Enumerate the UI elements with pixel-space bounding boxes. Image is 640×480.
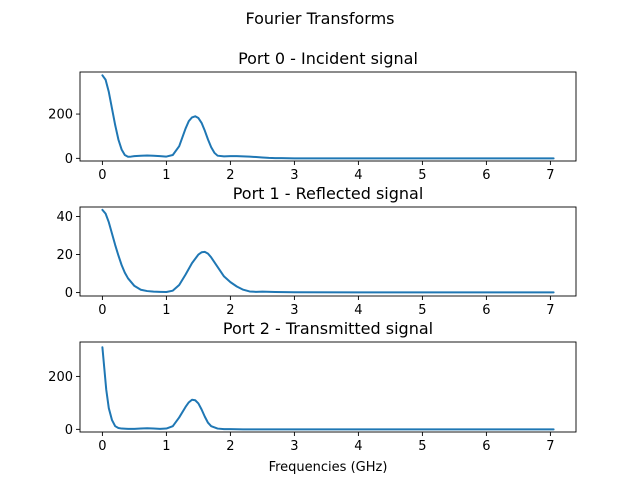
panel-port2: Port 2 - Transmitted signal 0 1 2 3 4 5 6 7 0 200: [48, 319, 577, 454]
y-tick-label: 200: [48, 108, 73, 123]
x-tick-label: 3: [290, 439, 298, 454]
plot-area-port2: [79, 341, 577, 433]
series-line-port2: [101, 346, 555, 431]
axis-ticks-port1: 0 1 2 3 4 5 6 7 0 20 40: [56, 210, 554, 318]
x-tick-label: 4: [354, 168, 362, 183]
x-tick-label: 5: [418, 168, 426, 183]
panel-port0: Port 0 - Incident signal 0 1 2 3 4 5 6 7 0 200: [48, 49, 577, 183]
x-tick-label: 7: [546, 439, 554, 454]
panel-title-port2: Port 2 - Transmitted signal: [223, 319, 433, 338]
x-tick-label: 3: [290, 168, 298, 183]
x-tick-label: 1: [162, 303, 170, 318]
x-tick-label: 0: [98, 303, 106, 318]
y-tick-label: 200: [48, 370, 73, 385]
series-line-port0: [101, 74, 555, 160]
y-tick-label: 20: [56, 248, 73, 263]
x-tick-label: 5: [418, 303, 426, 318]
x-tick-label: 5: [418, 439, 426, 454]
plot-area-port0: [79, 71, 577, 162]
x-tick-label: 6: [482, 439, 490, 454]
x-tick-label: 7: [546, 303, 554, 318]
y-tick-label: 0: [65, 152, 73, 167]
y-tick-label: 40: [56, 210, 73, 225]
x-tick-label: 0: [98, 168, 106, 183]
x-tick-label: 2: [226, 303, 234, 318]
x-tick-label: 2: [226, 439, 234, 454]
x-tick-label: 0: [98, 439, 106, 454]
x-tick-label: 4: [354, 439, 362, 454]
plot-area-port1: [79, 206, 577, 297]
y-tick-label: 0: [65, 423, 73, 438]
panel-port1: Port 1 - Reflected signal 0 1 2 3 4 5 6 7 0 20 40: [56, 184, 577, 318]
x-tick-label: 2: [226, 168, 234, 183]
axis-ticks-port0: 0 1 2 3 4 5 6 7 0 200: [48, 108, 554, 183]
x-tick-label: 4: [354, 303, 362, 318]
x-tick-label: 7: [546, 168, 554, 183]
x-tick-label: 6: [482, 303, 490, 318]
x-tick-label: 1: [162, 168, 170, 183]
x-tick-label: 6: [482, 168, 490, 183]
x-tick-label: 3: [290, 303, 298, 318]
panel-title-port0: Port 0 - Incident signal: [238, 49, 418, 68]
series-line-port1: [101, 208, 555, 294]
x-tick-label: 1: [162, 439, 170, 454]
x-axis-label: Frequencies (GHz): [269, 460, 388, 475]
y-tick-label: 0: [65, 286, 73, 301]
axis-ticks-port2: 0 1 2 3 4 5 6 7 0 200: [48, 370, 554, 454]
figure-title: Fourier Transforms: [245, 9, 394, 28]
panel-title-port1: Port 1 - Reflected signal: [233, 184, 424, 203]
